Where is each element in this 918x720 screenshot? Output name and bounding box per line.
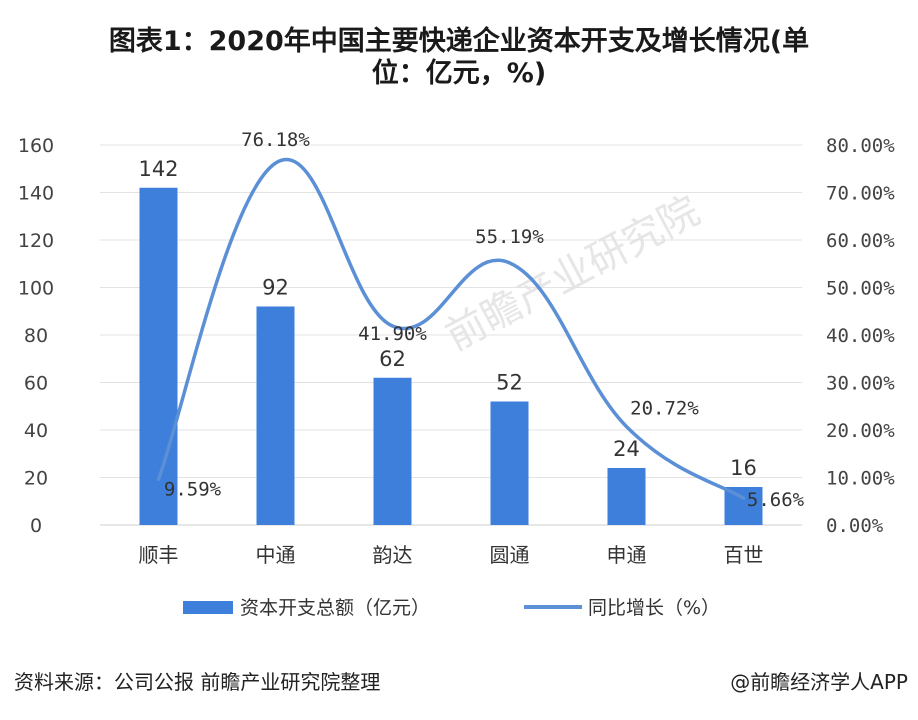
watermark-text: 前瞻产业研究院 [438,188,707,360]
bar-value-label: 16 [730,456,757,480]
y-left-tick-label: 60 [24,373,48,395]
y-right-tick-label: 60.00% [826,230,895,252]
x-tick-label: 圆通 [490,543,530,567]
bar [139,187,178,525]
line-data-labels: 9.59% 76.18% 41.90% 55.19% 20.72% 5.66% [164,129,805,511]
x-tick-label: 韵达 [373,543,413,567]
y-left-tick-label: 100 [18,278,54,300]
chart-title-line-1: 图表1：2020年中国主要快递企业资本开支及增长情况(单 [108,26,810,57]
bar [256,306,295,525]
y-right-tick-label: 80.00% [826,135,895,157]
bar [490,401,529,525]
growth-line [156,158,746,500]
x-tick-label: 顺丰 [139,543,179,567]
source-note: 资料来源：公司公报 前瞻产业研究院整理 [14,670,381,694]
bar-series [139,187,763,525]
line-value-label: 9.59% [164,478,222,500]
x-axis-categories: 顺丰 中通 韵达 圆通 申通 百世 [139,543,764,567]
y-left-tick-label: 160 [18,135,54,157]
bar-value-label: 24 [613,437,640,461]
line-value-label: 5.66% [747,489,805,511]
bar [373,377,412,525]
legend-line-label: 同比增长（%） [588,597,720,619]
chart-title-line-2: 位：亿元，%) [371,58,547,89]
y-left-tick-label: 80 [24,325,48,347]
y-right-tick-label: 20.00% [826,420,895,442]
watermark: 前瞻产业研究院 [438,188,707,360]
bar-value-label: 92 [262,276,289,300]
y-left-tick-label: 120 [18,230,54,252]
bar-value-label: 52 [496,371,523,395]
y-left-tick-label: 40 [24,420,48,442]
y-right-tick-label: 70.00% [826,183,895,205]
y-right-tick-label: 40.00% [826,325,895,347]
y-right-tick-label: 10.00% [826,468,895,490]
x-tick-label: 中通 [256,543,296,567]
y-left-tick-label: 20 [24,468,48,490]
gridlines [100,144,802,526]
y-axis-left: 0 20 40 60 80 100 120 140 160 [18,135,54,537]
chart-title: 图表1：2020年中国主要快递企业资本开支及增长情况(单 位：亿元，%) [0,26,918,90]
y-left-tick-label: 140 [18,183,54,205]
y-right-tick-label: 50.00% [826,278,895,300]
x-tick-label: 百世 [724,543,764,567]
y-right-tick-label: 30.00% [826,373,895,395]
line-value-label: 76.18% [241,129,310,151]
legend: 资本开支总额（亿元） 同比增长（%） [183,597,720,619]
y-left-tick-label: 0 [30,515,42,537]
line-value-label: 55.19% [475,226,544,248]
bar-value-label: 142 [138,157,178,181]
legend-bar-label: 资本开支总额（亿元） [240,597,430,619]
bar-data-labels: 142 92 62 52 24 16 [138,157,756,480]
line-series [156,158,746,500]
bar [607,468,646,525]
brand-credit: @前瞻经济学人APP [730,670,908,694]
y-right-tick-label: 0.00% [826,515,884,537]
legend-bar-swatch [183,601,233,614]
line-value-label: 20.72% [630,398,699,420]
y-axis-right: 0.00% 10.00% 20.00% 30.00% 40.00% 50.00% 60.00… [826,135,895,537]
line-value-label: 41.90% [358,323,427,345]
bar-value-label: 62 [379,347,406,371]
x-tick-label: 申通 [607,543,647,567]
